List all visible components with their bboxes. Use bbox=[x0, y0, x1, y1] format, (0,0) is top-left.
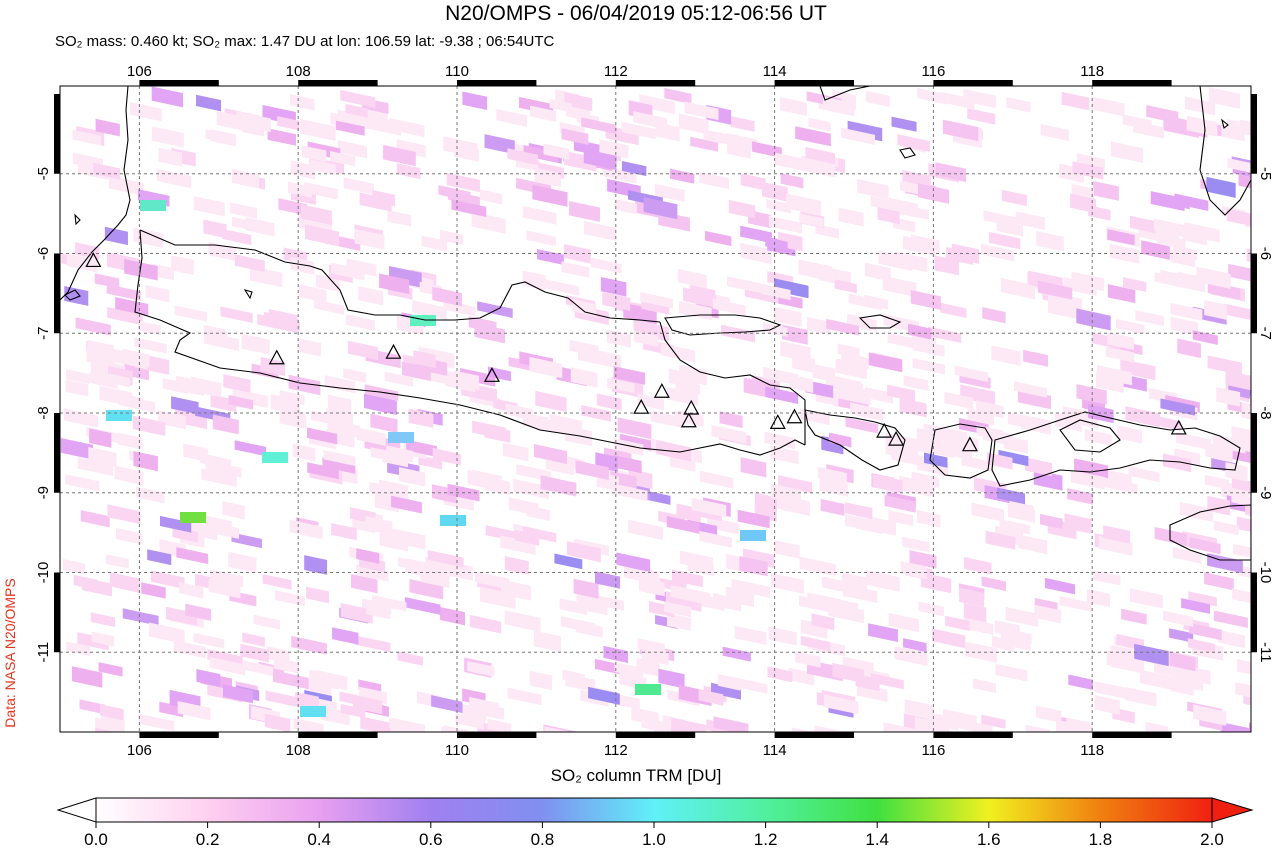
lat-label-right: -7 bbox=[1257, 327, 1272, 340]
longitude-labels: 106 106 108 108 110 110 112 112 114 114 116 116 118 1… bbox=[127, 63, 1104, 759]
gridlines bbox=[60, 86, 1251, 732]
lon-label-top: 114 bbox=[763, 63, 787, 80]
colorbar-tick-label: 1.6 bbox=[976, 830, 1001, 849]
volcano-marker bbox=[961, 436, 978, 452]
lat-label-right: -8 bbox=[1257, 406, 1272, 419]
colorbar-tick-label: 2.0 bbox=[1200, 830, 1224, 849]
colorbar-tick-label: 1.2 bbox=[753, 830, 778, 849]
lat-label-right: -11 bbox=[1257, 642, 1272, 663]
lat-label-right: -5 bbox=[1257, 167, 1272, 180]
lat-label-right: -9 bbox=[1257, 486, 1272, 499]
colorbar-tick-label: 1.0 bbox=[642, 830, 666, 849]
colorbar-tick-label: 0.0 bbox=[84, 830, 108, 849]
volcano-marker bbox=[786, 408, 803, 424]
colorbar-tick-label: 0.2 bbox=[195, 830, 220, 849]
lon-label-top: 108 bbox=[286, 63, 311, 80]
so2-summary: SO₂ mass: 0.460 kt; SO₂ max: 1.47 DU at … bbox=[55, 33, 555, 50]
volcano-marker bbox=[683, 399, 700, 415]
lat-label-left: -9 bbox=[35, 486, 52, 499]
volcano-marker bbox=[483, 367, 500, 382]
colorbar-tick-label: 1.4 bbox=[865, 830, 890, 849]
lat-label-right: -10 bbox=[1257, 562, 1272, 584]
volcano-marker bbox=[268, 349, 285, 365]
colorbar-high-arrow bbox=[1211, 797, 1254, 823]
coastlines bbox=[60, 86, 1251, 561]
colorbar-low-arrow bbox=[56, 797, 97, 823]
lon-label-top: 112 bbox=[604, 63, 628, 80]
lat-label-left: -8 bbox=[35, 406, 52, 419]
colorbar-tick-label: 0.6 bbox=[418, 830, 443, 849]
map-border bbox=[54, 80, 1257, 738]
lon-label-top: 106 bbox=[127, 63, 152, 80]
colorbar-tick-label: 0.4 bbox=[307, 830, 332, 849]
volcano-marker bbox=[385, 343, 402, 359]
volcano-marker bbox=[680, 412, 697, 428]
volcano-marker bbox=[85, 252, 102, 268]
lat-label-left: -7 bbox=[35, 327, 52, 340]
lon-label-top: 118 bbox=[1080, 63, 1104, 80]
volcano-marker bbox=[653, 382, 670, 398]
colorbar-bar bbox=[95, 797, 1213, 823]
map-title: N20/OMPS - 06/04/2019 05:12-06:56 UT bbox=[445, 2, 827, 25]
latitude-labels: -5 -5 -6 -6 -7 -7 -8 -8 -9 -9 -10 -10 -11 -11 bbox=[35, 167, 1272, 662]
so2-pixels bbox=[60, 86, 1251, 732]
volcano-marker bbox=[876, 422, 893, 438]
lat-label-right: -6 bbox=[1257, 247, 1272, 260]
lat-label-left: -10 bbox=[35, 562, 52, 584]
volcano-marker bbox=[633, 398, 650, 414]
lat-label-left: -5 bbox=[35, 167, 52, 180]
lon-label-top: 110 bbox=[445, 63, 469, 80]
lat-label-left: -11 bbox=[35, 642, 52, 663]
lon-label-bottom: 118 bbox=[1080, 742, 1104, 759]
lon-label-bottom: 114 bbox=[763, 742, 787, 759]
colorbar bbox=[56, 797, 1254, 828]
lon-label-bottom: 110 bbox=[445, 742, 469, 759]
lon-label-bottom: 108 bbox=[286, 742, 311, 759]
volcano-marker bbox=[769, 414, 786, 429]
volcano-marker bbox=[1170, 419, 1187, 435]
lon-label-top: 116 bbox=[921, 63, 945, 80]
colorbar-tick-label: 0.8 bbox=[530, 830, 555, 849]
volcano-marker bbox=[888, 430, 905, 446]
colorbar-tick-label: 1.8 bbox=[1088, 830, 1113, 849]
lon-label-bottom: 116 bbox=[921, 742, 945, 759]
lon-label-bottom: 106 bbox=[127, 742, 152, 759]
lat-label-left: -6 bbox=[35, 247, 52, 260]
lon-label-bottom: 112 bbox=[604, 742, 628, 759]
colorbar-title: SO₂ column TRM [DU] bbox=[550, 766, 722, 785]
volcano-markers bbox=[85, 252, 1187, 452]
